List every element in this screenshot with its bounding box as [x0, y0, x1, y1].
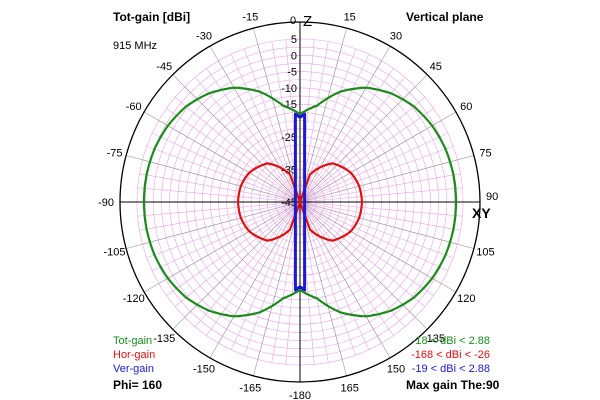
series-tot-gain: [142, 86, 458, 318]
angle-label: 45: [430, 61, 442, 73]
grid-major-spoke: [126, 201, 301, 249]
grid-major-spoke: [253, 28, 301, 203]
grid-major-spoke: [299, 74, 428, 203]
gain-curves: [142, 86, 458, 318]
radial-tick-label: -35: [281, 164, 297, 176]
legend-tot-gain-name: Tot-gain: [113, 335, 153, 347]
radial-tick-label: -25: [281, 132, 297, 144]
angle-label: 105: [476, 247, 494, 259]
legend-hor-gain-range: -168 < dBi < -26: [411, 349, 490, 361]
radial-tick-labels: 5 0 -5 -10 -15 -25 -35 -45: [281, 34, 297, 209]
angle-label: -15: [242, 12, 258, 24]
angle-label: -45: [156, 61, 172, 73]
angle-label: 120: [457, 293, 475, 305]
angle-label: -135: [153, 333, 175, 345]
angle-label: -165: [239, 382, 261, 394]
radial-tick-label: 0: [291, 50, 297, 62]
plane-label: Vertical plane: [406, 10, 484, 24]
series-hor-gain: [237, 162, 363, 242]
grid-major-spoke: [209, 45, 301, 203]
legend-tot-gain-range: -18 < dBi < 2.88: [411, 335, 490, 347]
grid-major-spoke: [143, 111, 301, 203]
radial-tick-label: -5: [287, 67, 297, 79]
frequency-label: 915 MHz: [113, 40, 158, 52]
radial-tick-label: -15: [281, 99, 297, 111]
angle-label: 90: [486, 191, 498, 203]
grid-major-spoke: [299, 45, 391, 203]
grid-major-spoke: [299, 111, 457, 203]
angle-label: 135: [427, 333, 445, 345]
series-ver-gain: [293, 112, 307, 292]
legend-ver-gain-name: Ver-gain: [113, 363, 154, 375]
angle-label: 60: [460, 101, 472, 113]
angle-label: -75: [107, 147, 123, 159]
grid-major-spoke: [126, 155, 301, 203]
legend-ver-gain-range: -19 < dBi < 2.88: [411, 363, 490, 375]
chart-title: Tot-gain [dBi]: [113, 10, 191, 24]
radial-tick-label: 5: [291, 34, 297, 46]
radial-tick-label: -45: [281, 197, 297, 209]
grid-major-spoke: [299, 201, 428, 330]
outer-circle: [119, 21, 481, 383]
grid-major-spoke: [299, 201, 391, 359]
angle-label: 165: [341, 382, 359, 394]
max-gain-readout: Max gain The:90: [406, 378, 500, 392]
angle-label: -90: [98, 197, 114, 209]
angle-label: -60: [126, 101, 142, 113]
angle-label: -180: [289, 390, 311, 400]
angle-label: 30: [390, 31, 402, 43]
radial-tick-label: -10: [281, 83, 297, 95]
angle-label: -105: [104, 247, 126, 259]
grid-major-spoke: [299, 201, 474, 249]
angle-label: -30: [196, 31, 212, 43]
angle-label: -120: [123, 293, 145, 305]
grid-major-spoke: [209, 201, 301, 359]
grid-major-spoke: [299, 201, 457, 293]
angle-labels: 0 153045607590105120135150165-180-165-150…: [98, 12, 498, 400]
grid-major-spoke: [172, 74, 301, 203]
grid-major-spoke: [172, 201, 301, 330]
angle-label: 0: [290, 15, 296, 27]
angle-label: 15: [344, 12, 356, 24]
grid-major-spoke: [299, 201, 347, 376]
axis-label-xy: XY: [472, 205, 491, 221]
legend-hor-gain-name: Hor-gain: [113, 349, 156, 361]
grid-major-spoke: [299, 28, 347, 203]
angle-label: 150: [387, 363, 405, 375]
angle-label: -150: [193, 363, 215, 375]
grid-major-spoke: [253, 201, 301, 376]
phi-readout: Phi= 160: [113, 378, 163, 392]
grid-major-spoke: [299, 155, 474, 203]
axis-label-z: Z: [303, 13, 312, 30]
grid-major-spoke: [143, 201, 301, 293]
angle-label: 75: [479, 147, 491, 159]
